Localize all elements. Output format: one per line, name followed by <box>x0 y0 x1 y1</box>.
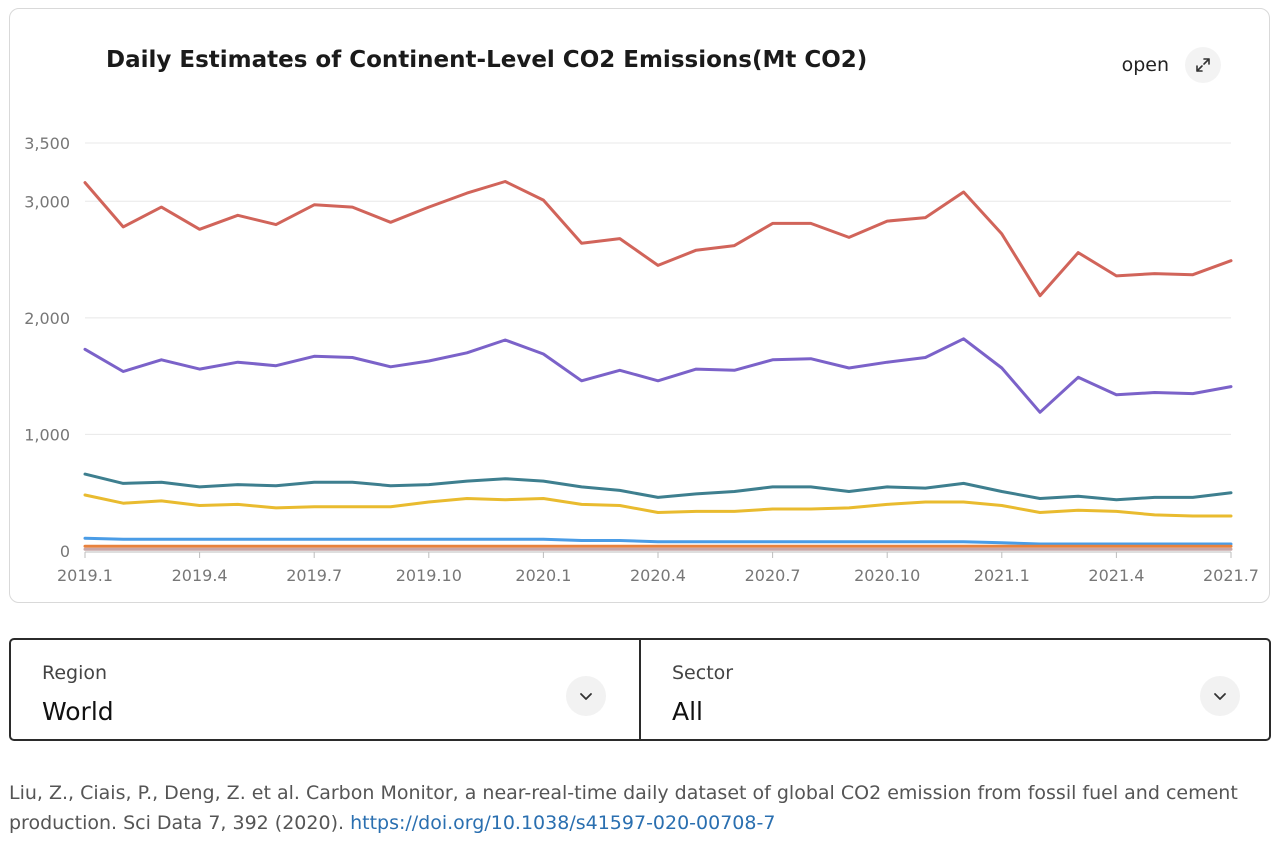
series-line-5 <box>83 536 1233 546</box>
sector-select-value[interactable]: All <box>672 697 703 726</box>
x-tick-label: 2020.7 <box>745 566 801 585</box>
y-tick-label: 2,000 <box>24 309 70 328</box>
sector-select[interactable]: Sector All <box>639 640 1269 739</box>
y-tick-label: 3,000 <box>24 192 70 211</box>
external-expand-icon[interactable] <box>1185 47 1221 83</box>
y-tick-label: 3,500 <box>24 134 70 153</box>
open-control[interactable]: open <box>1122 47 1221 83</box>
x-tick-label: 2021.4 <box>1088 566 1144 585</box>
y-tick-label: 1,000 <box>24 425 70 444</box>
open-label[interactable]: open <box>1121 54 1169 76</box>
series-line-1 <box>83 180 1233 298</box>
x-tick-label: 2020.4 <box>630 566 686 585</box>
filter-bar: Region World Sector All <box>9 638 1271 741</box>
citation: Liu, Z., Ciais, P., Deng, Z. et al. Carb… <box>9 778 1271 838</box>
sector-select-label: Sector <box>672 662 734 684</box>
chart-card: Daily Estimates of Continent-Level CO2 E… <box>9 8 1270 603</box>
region-select[interactable]: Region World <box>11 640 639 739</box>
x-tick-label: 2019.4 <box>172 566 228 585</box>
chevron-down-icon[interactable] <box>1200 676 1240 716</box>
x-tick-label: 2019.1 <box>57 566 113 585</box>
x-tick-label: 2020.10 <box>854 566 920 585</box>
x-tick-label: 2019.7 <box>286 566 342 585</box>
chevron-down-icon[interactable] <box>566 676 606 716</box>
line-chart: 0 1,000 2,000 3,000 3,500 2019.1 2019.4 2019.7… <box>24 134 1259 585</box>
x-tick-label: 2021.1 <box>974 566 1030 585</box>
region-select-value[interactable]: World <box>42 697 114 726</box>
y-tick-label: 0 <box>60 542 70 561</box>
series-line-3 <box>83 472 1233 502</box>
region-select-label: Region <box>42 662 108 684</box>
x-tick-label: 2021.7 <box>1203 566 1259 585</box>
x-tick-label: 2019.10 <box>396 566 462 585</box>
chart-title: Daily Estimates of Continent-Level CO2 E… <box>106 47 868 73</box>
citation-text: Liu, Z., Ciais, P., Deng, Z. et al. Carb… <box>9 782 1238 834</box>
doi-link[interactable]: https://doi.org/10.1038/s41597-020-00708… <box>350 812 776 834</box>
series-line-2 <box>83 337 1233 414</box>
x-tick-label: 2020.1 <box>515 566 571 585</box>
series-line-4 <box>83 493 1233 518</box>
